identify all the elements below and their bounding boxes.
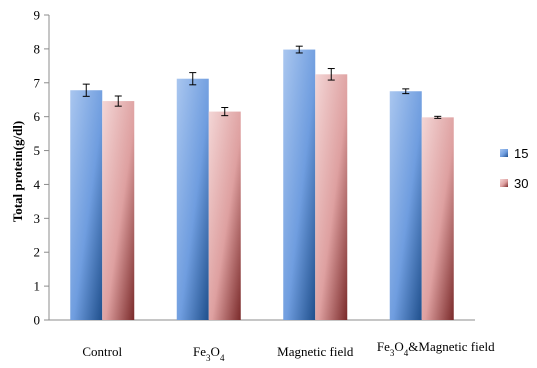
legend-swatch bbox=[500, 179, 508, 187]
y-tick-label: 6 bbox=[34, 109, 41, 124]
labels: 0 1 2 3 4 5 6 7 8 9 Total protein(g/dl) Control Fe3O… bbox=[10, 8, 495, 364]
legend-label: 30 bbox=[514, 176, 528, 191]
y-tick-label: 3 bbox=[34, 211, 41, 226]
bar bbox=[102, 101, 135, 320]
y-tick-label: 8 bbox=[34, 41, 41, 56]
y-tick-label: 9 bbox=[34, 8, 41, 23]
bar bbox=[70, 90, 103, 320]
error-bars bbox=[82, 45, 442, 119]
bar bbox=[421, 117, 454, 320]
y-tick-label: 1 bbox=[34, 279, 41, 294]
bar bbox=[389, 91, 422, 320]
legend-label: 15 bbox=[514, 146, 528, 161]
x-tick-label: Control bbox=[82, 344, 122, 359]
y-tick-label: 0 bbox=[34, 313, 41, 328]
bar bbox=[208, 111, 241, 320]
x-tick-label: Fe3O4&Magnetic field bbox=[377, 339, 495, 358]
x-tick-label: Magnetic field bbox=[277, 344, 354, 359]
y-axis-label: Total protein(g/dl) bbox=[10, 121, 25, 223]
x-tick-label: Fe3O4 bbox=[193, 344, 225, 363]
legend-swatch bbox=[500, 149, 508, 157]
bar bbox=[315, 74, 348, 320]
y-tick-label: 5 bbox=[34, 143, 41, 158]
bar bbox=[176, 78, 209, 320]
bars bbox=[70, 49, 454, 321]
y-tick-label: 2 bbox=[34, 245, 41, 260]
y-tick-label: 7 bbox=[34, 75, 41, 90]
bar bbox=[283, 49, 316, 321]
y-tick-label: 4 bbox=[34, 177, 41, 192]
